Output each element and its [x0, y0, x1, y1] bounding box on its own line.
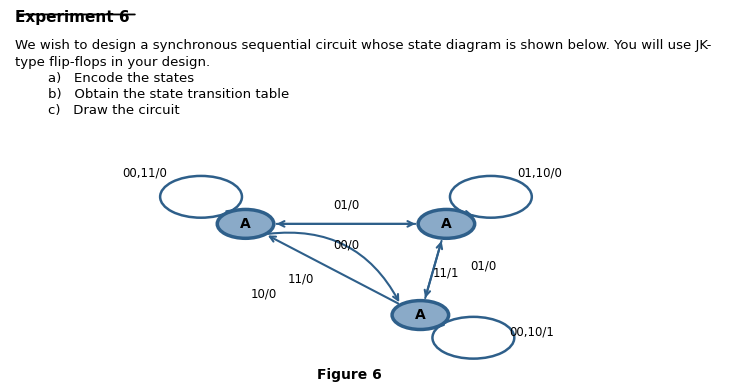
- Text: 01/0: 01/0: [470, 259, 497, 272]
- Text: type flip-flops in your design.: type flip-flops in your design.: [15, 56, 210, 68]
- Circle shape: [392, 301, 449, 330]
- Text: Figure 6: Figure 6: [317, 368, 382, 382]
- Text: 01,10/0: 01,10/0: [517, 166, 562, 179]
- Text: 11/0: 11/0: [288, 273, 315, 285]
- Text: 00,11/0: 00,11/0: [123, 166, 167, 179]
- Text: A: A: [415, 308, 426, 322]
- Text: b)   Obtain the state transition table: b) Obtain the state transition table: [48, 88, 289, 101]
- Text: 00,10/1: 00,10/1: [510, 326, 554, 339]
- Text: 11/1: 11/1: [433, 267, 460, 280]
- Text: 00/0: 00/0: [333, 238, 359, 251]
- Text: We wish to design a synchronous sequential circuit whose state diagram is shown : We wish to design a synchronous sequenti…: [15, 39, 711, 52]
- Circle shape: [217, 210, 274, 238]
- Text: 01/0: 01/0: [333, 198, 359, 212]
- Text: c)   Draw the circuit: c) Draw the circuit: [48, 104, 180, 117]
- Text: Experiment 6: Experiment 6: [15, 10, 129, 25]
- Text: a)   Encode the states: a) Encode the states: [48, 72, 194, 85]
- Text: 10/0: 10/0: [251, 288, 278, 301]
- Text: A: A: [240, 217, 251, 231]
- Text: A: A: [441, 217, 452, 231]
- Circle shape: [418, 210, 475, 238]
